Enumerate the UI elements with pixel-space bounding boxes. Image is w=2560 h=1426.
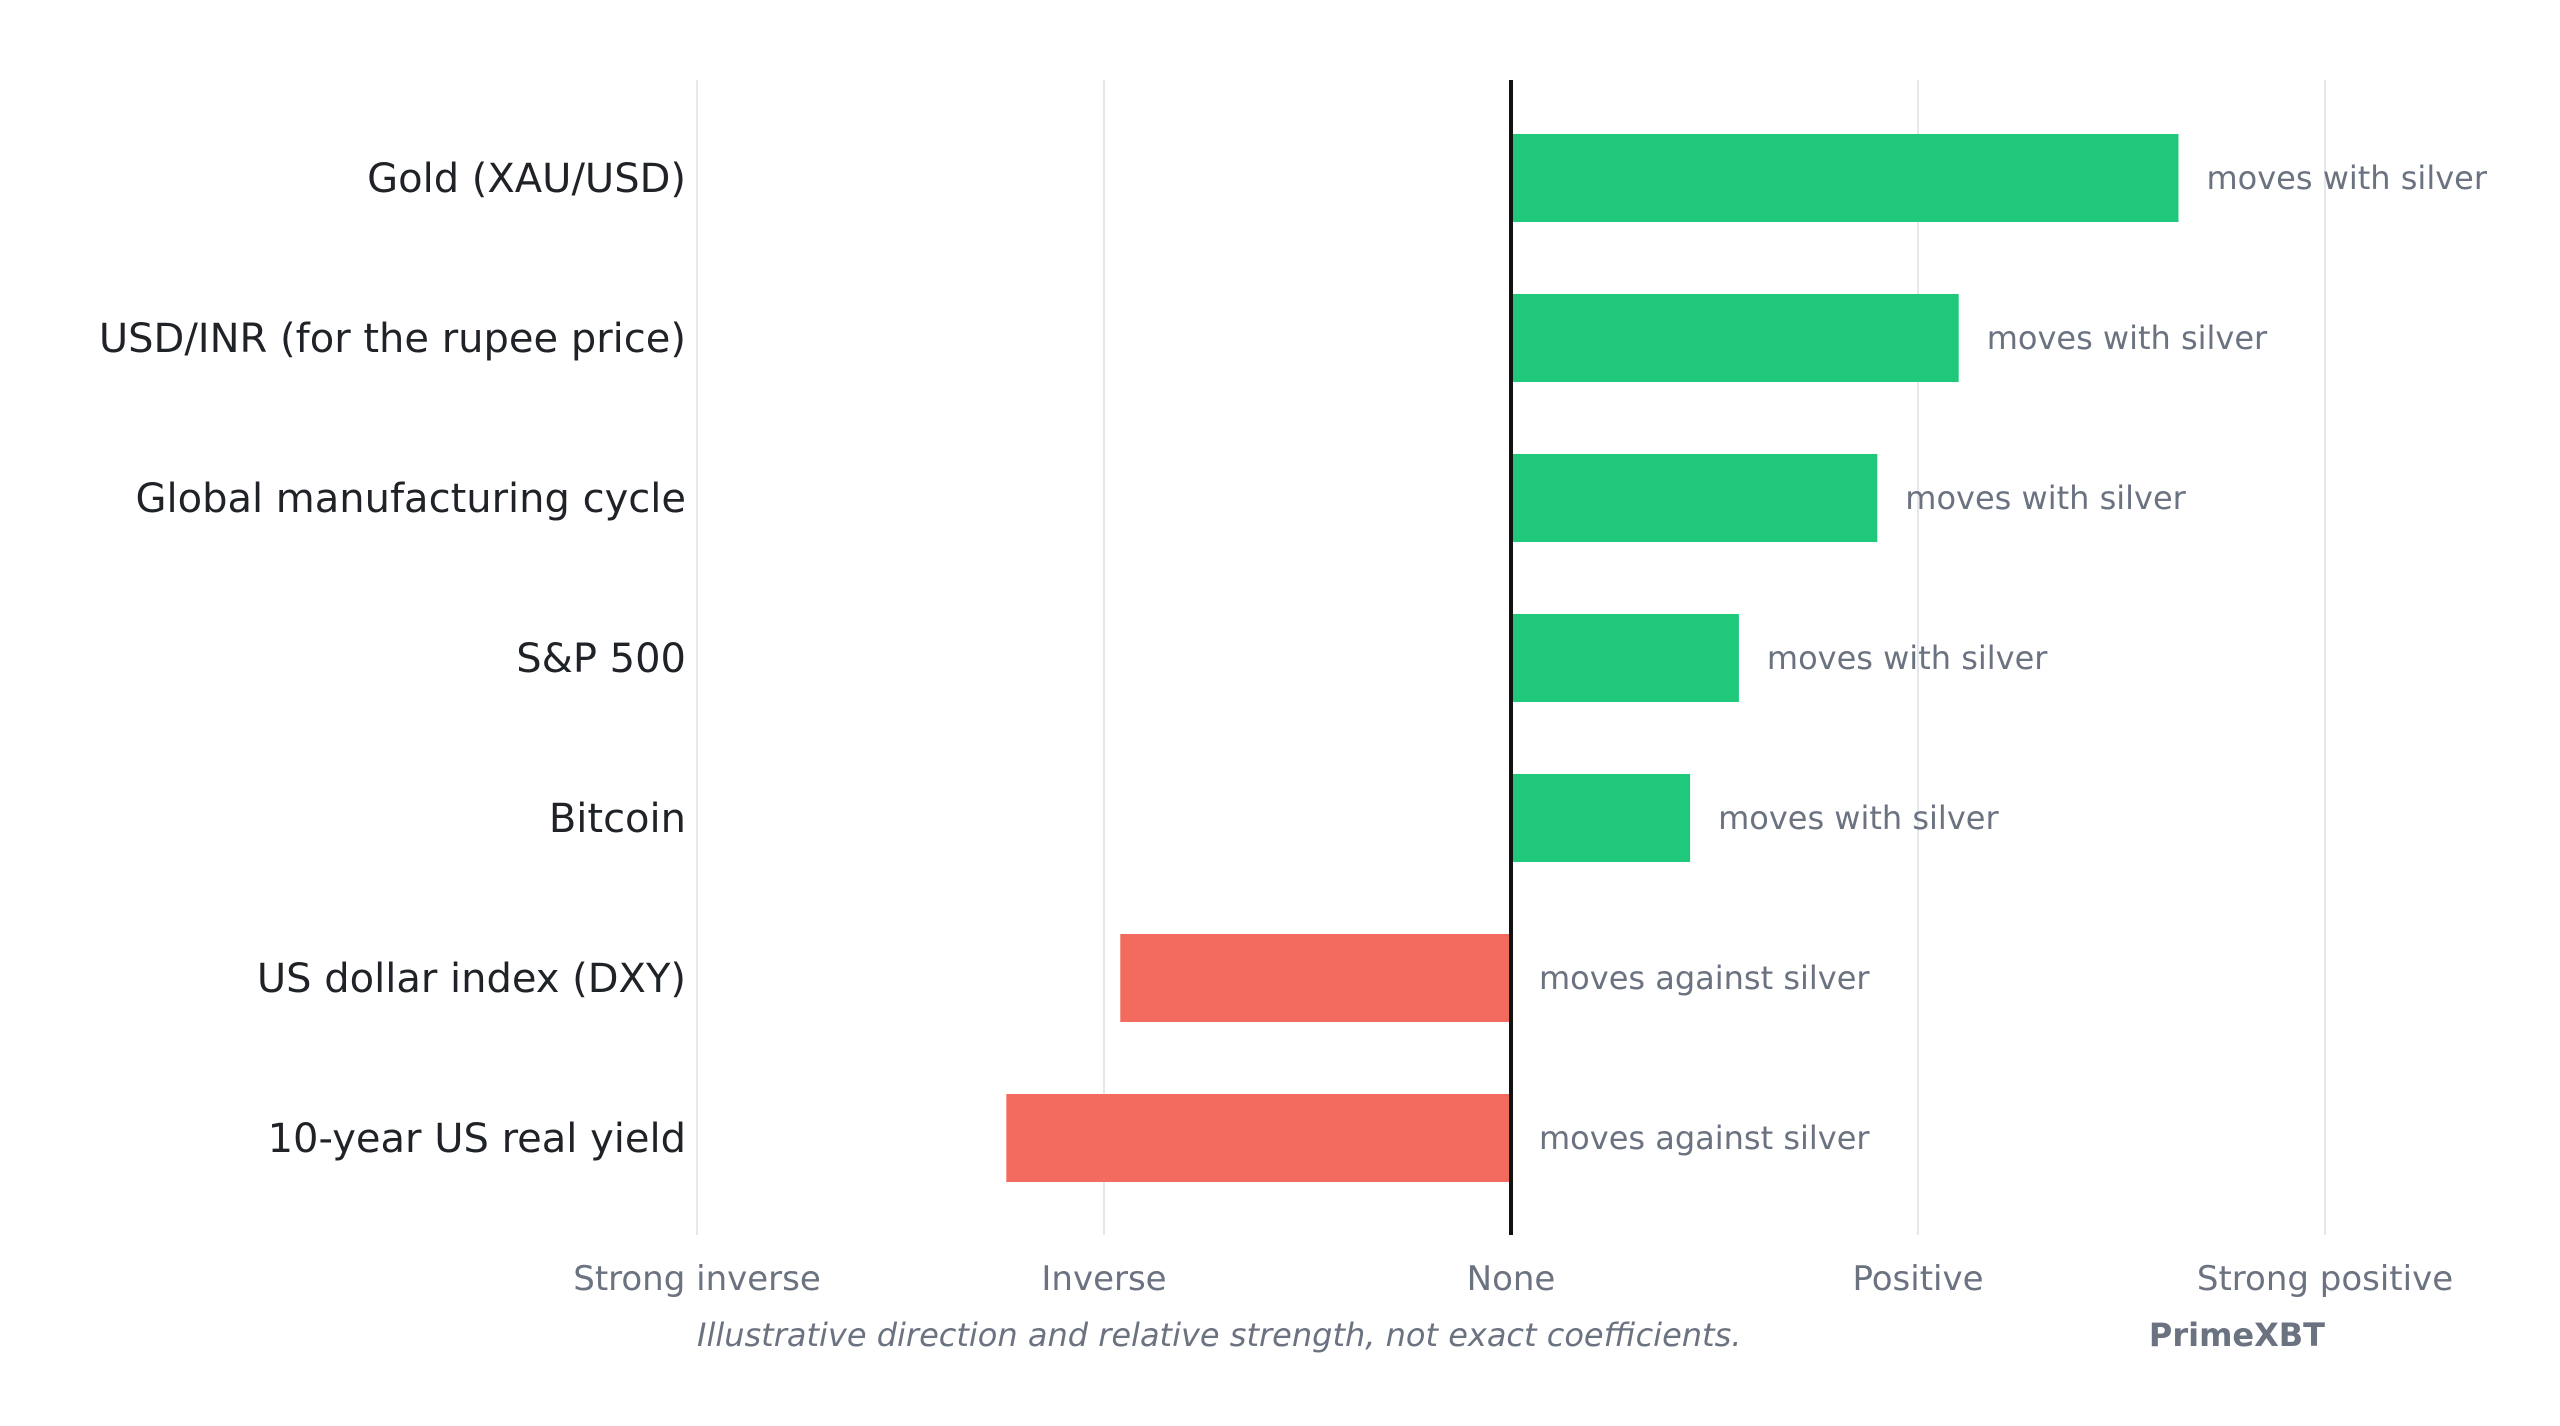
tick-layer: Strong inverse Inverse None Positive Strong … <box>573 1259 2453 1299</box>
category-label-3: S&P 500 <box>516 636 686 682</box>
bar-layer <box>1006 134 2179 1182</box>
bar-3 <box>1511 614 1739 702</box>
category-label-5: US dollar index (DXY) <box>257 956 686 1002</box>
category-label-4: Bitcoin <box>549 796 686 842</box>
x-tick-label-1: Inverse <box>1041 1259 1166 1299</box>
bar-4 <box>1511 774 1691 862</box>
bar-0 <box>1511 134 2179 222</box>
brand-logo-text: PrimeXBT <box>2149 1316 2325 1354</box>
data-label-2: moves with silver <box>1905 479 2186 517</box>
footnote: Illustrative direction and relative stre… <box>697 1316 1741 1354</box>
x-tick-label-2: None <box>1467 1259 1556 1299</box>
category-label-1: USD/INR (for the rupee price) <box>99 316 686 362</box>
bar-2 <box>1511 454 1878 542</box>
data-label-6: moves against silver <box>1539 1119 1870 1157</box>
x-tick-label-4: Strong positive <box>2197 1259 2453 1299</box>
data-label-5: moves against silver <box>1539 959 1870 997</box>
category-label-6: 10-year US real yield <box>268 1116 686 1162</box>
x-tick-label-0: Strong inverse <box>573 1259 821 1299</box>
label-layer: Gold (XAU/USD) moves with silver USD/INR (… <box>99 156 2488 1162</box>
bar-5 <box>1120 934 1511 1022</box>
grid-layer <box>696 80 2326 1235</box>
data-label-3: moves with silver <box>1767 639 2048 677</box>
data-label-0: moves with silver <box>2206 159 2487 197</box>
bar-1 <box>1511 294 1959 382</box>
data-label-1: moves with silver <box>1987 319 2268 357</box>
category-label-0: Gold (XAU/USD) <box>367 156 686 202</box>
bar-6 <box>1006 1094 1511 1182</box>
x-tick-label-3: Positive <box>1852 1259 1983 1299</box>
data-label-4: moves with silver <box>1718 799 1999 837</box>
category-label-2: Global manufacturing cycle <box>135 476 686 522</box>
